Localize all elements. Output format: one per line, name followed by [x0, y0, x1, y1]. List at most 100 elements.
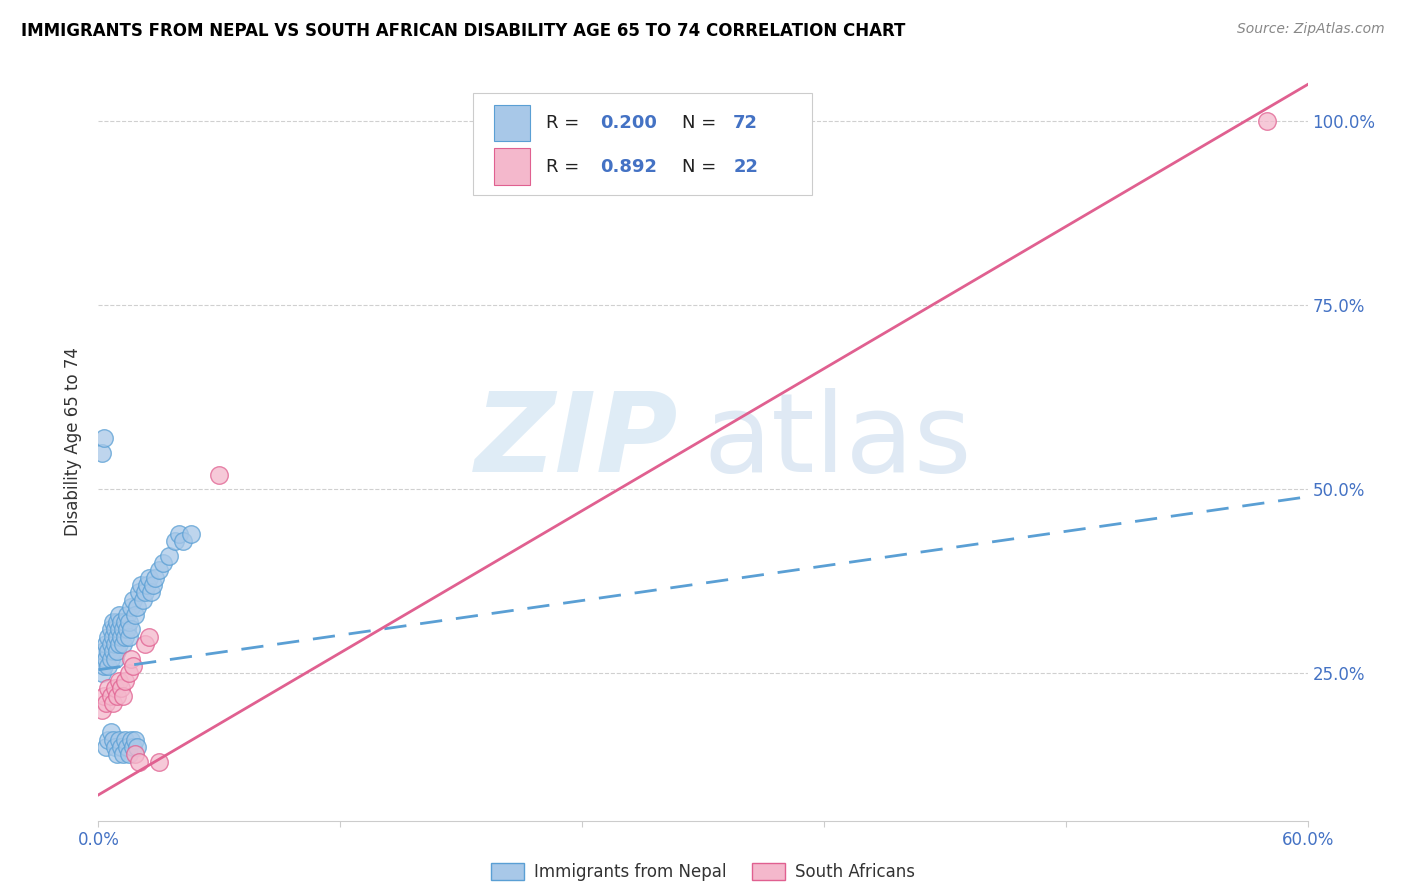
- Point: [120, 651, 142, 665]
- Point: [91, 703, 114, 717]
- Point: [96, 696, 118, 710]
- Point: [129, 578, 152, 592]
- Point: [148, 563, 170, 577]
- Point: [103, 681, 125, 695]
- Point: [107, 673, 129, 688]
- Point: [110, 630, 132, 644]
- Point: [157, 549, 180, 563]
- Point: [105, 747, 128, 762]
- Point: [110, 615, 132, 629]
- Point: [138, 571, 160, 585]
- Point: [96, 651, 118, 665]
- Point: [101, 630, 124, 644]
- Point: [118, 666, 141, 681]
- Point: [100, 622, 122, 636]
- Text: 72: 72: [734, 114, 758, 132]
- Text: ZIP: ZIP: [475, 388, 679, 495]
- Point: [107, 637, 129, 651]
- Point: [105, 630, 128, 644]
- Point: [110, 739, 132, 754]
- Point: [208, 467, 231, 482]
- Point: [172, 533, 194, 548]
- Text: R =: R =: [546, 158, 585, 176]
- Text: N =: N =: [682, 158, 723, 176]
- Point: [120, 600, 142, 615]
- Point: [96, 637, 118, 651]
- Point: [105, 644, 128, 658]
- Legend: Immigrants from Nepal, South Africans: Immigrants from Nepal, South Africans: [484, 856, 922, 888]
- Point: [120, 732, 142, 747]
- Point: [101, 615, 124, 629]
- Point: [107, 732, 129, 747]
- Point: [148, 755, 170, 769]
- Point: [100, 651, 122, 665]
- Point: [124, 747, 146, 762]
- Text: N =: N =: [682, 114, 723, 132]
- Point: [124, 607, 146, 622]
- Point: [105, 615, 128, 629]
- Point: [93, 659, 115, 673]
- Point: [180, 526, 202, 541]
- Point: [93, 689, 115, 703]
- Point: [163, 533, 186, 548]
- Point: [107, 607, 129, 622]
- Point: [121, 739, 143, 754]
- Text: Source: ZipAtlas.com: Source: ZipAtlas.com: [1237, 22, 1385, 37]
- Point: [115, 739, 138, 754]
- Point: [118, 747, 141, 762]
- Point: [128, 755, 150, 769]
- Point: [93, 431, 115, 445]
- Point: [111, 622, 134, 636]
- Point: [93, 644, 115, 658]
- FancyBboxPatch shape: [494, 105, 530, 141]
- Point: [134, 637, 156, 651]
- Point: [101, 732, 124, 747]
- Point: [103, 622, 125, 636]
- Point: [167, 526, 190, 541]
- Point: [124, 732, 146, 747]
- Point: [114, 673, 136, 688]
- Point: [105, 689, 128, 703]
- Point: [100, 637, 122, 651]
- Point: [125, 739, 148, 754]
- Point: [91, 666, 114, 681]
- Point: [97, 659, 120, 673]
- Text: IMMIGRANTS FROM NEPAL VS SOUTH AFRICAN DISABILITY AGE 65 TO 74 CORRELATION CHART: IMMIGRANTS FROM NEPAL VS SOUTH AFRICAN D…: [21, 22, 905, 40]
- Point: [121, 592, 143, 607]
- Text: 22: 22: [734, 158, 758, 176]
- Point: [103, 739, 125, 754]
- Point: [118, 615, 141, 629]
- Point: [121, 659, 143, 673]
- Point: [114, 630, 136, 644]
- Point: [103, 651, 125, 665]
- Point: [152, 556, 174, 570]
- Point: [120, 622, 142, 636]
- Point: [128, 585, 150, 599]
- Point: [114, 732, 136, 747]
- Point: [111, 747, 134, 762]
- Point: [138, 630, 160, 644]
- Text: 0.200: 0.200: [600, 114, 657, 132]
- Point: [1256, 114, 1278, 128]
- Point: [100, 689, 122, 703]
- Point: [111, 637, 134, 651]
- Point: [114, 615, 136, 629]
- Point: [115, 622, 138, 636]
- Point: [97, 630, 120, 644]
- Text: atlas: atlas: [703, 388, 972, 495]
- Point: [118, 630, 141, 644]
- Point: [132, 592, 155, 607]
- Point: [139, 585, 162, 599]
- Point: [101, 696, 124, 710]
- Point: [107, 622, 129, 636]
- Text: 0.892: 0.892: [600, 158, 657, 176]
- Point: [142, 578, 165, 592]
- Point: [125, 600, 148, 615]
- Point: [103, 637, 125, 651]
- Text: R =: R =: [546, 114, 585, 132]
- Point: [97, 644, 120, 658]
- Y-axis label: Disability Age 65 to 74: Disability Age 65 to 74: [65, 347, 83, 536]
- Point: [101, 644, 124, 658]
- Point: [91, 445, 114, 459]
- FancyBboxPatch shape: [494, 148, 530, 185]
